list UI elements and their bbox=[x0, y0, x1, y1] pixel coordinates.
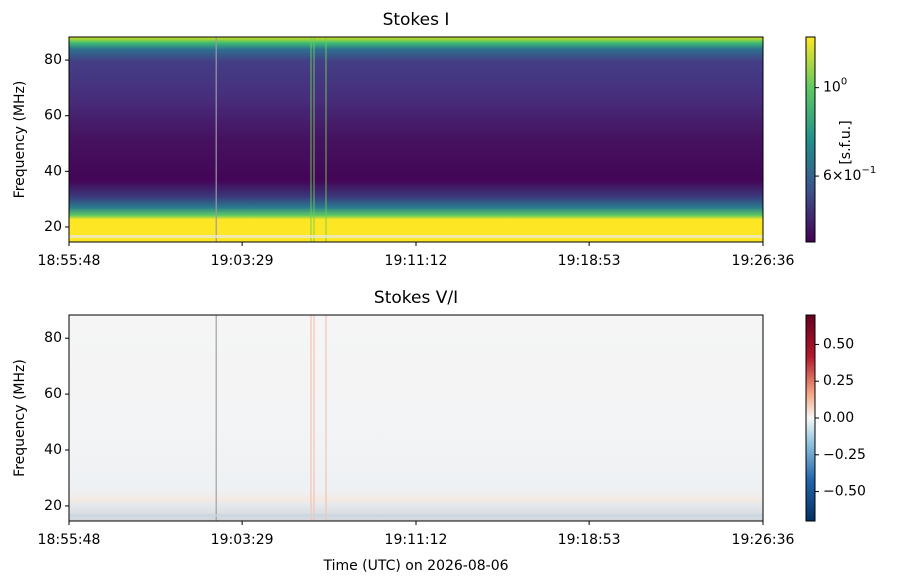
chart-title: Stokes I bbox=[383, 10, 450, 30]
y-axis-label: Frequency (MHz) bbox=[12, 81, 28, 199]
colorbar-tick-label: 0.00 bbox=[823, 410, 854, 426]
y-axis-label: Frequency (MHz) bbox=[12, 359, 28, 477]
y-tick-label: 80 bbox=[44, 52, 62, 68]
y-tick-label: 40 bbox=[44, 163, 62, 179]
x-tick-label: 19:18:53 bbox=[558, 532, 621, 548]
streak bbox=[215, 315, 217, 521]
x-tick-label: 18:55:48 bbox=[38, 532, 101, 548]
x-tick-label: 19:03:29 bbox=[211, 532, 274, 548]
colorbar bbox=[805, 36, 816, 243]
x-tick-label: 19:18:53 bbox=[558, 253, 621, 269]
streak bbox=[313, 315, 315, 521]
streak bbox=[69, 235, 763, 238]
spectrogram bbox=[69, 315, 763, 521]
streak bbox=[325, 315, 327, 521]
colorbar-tick-label: 0.50 bbox=[823, 336, 854, 352]
spectrogram bbox=[69, 37, 763, 242]
streak bbox=[215, 37, 217, 242]
chart-title: Stokes V/I bbox=[374, 288, 458, 308]
x-tick-label: 19:26:36 bbox=[732, 532, 795, 548]
y-tick-label: 60 bbox=[44, 386, 62, 402]
x-tick-label: 19:11:12 bbox=[385, 253, 448, 269]
colorbar-tick-label: −0.25 bbox=[823, 447, 866, 463]
y-tick-label: 20 bbox=[44, 498, 62, 514]
streak bbox=[310, 315, 312, 521]
streak bbox=[325, 37, 327, 242]
colorbar-tick-label: 6×10−1 bbox=[823, 165, 876, 184]
streak bbox=[310, 37, 312, 242]
x-tick-label: 18:55:48 bbox=[38, 253, 101, 269]
y-tick-label: 40 bbox=[44, 442, 62, 458]
colorbar-tick-label: −0.50 bbox=[823, 484, 866, 500]
x-tick-label: 19:03:29 bbox=[211, 253, 274, 269]
x-axis-label: Time (UTC) on 2026-08-06 bbox=[322, 558, 508, 574]
colorbar-tick-label: 0.25 bbox=[823, 373, 854, 389]
colorbar bbox=[805, 314, 816, 522]
colorbar-label: [s.f.u.] bbox=[838, 120, 854, 164]
x-tick-label: 19:11:12 bbox=[385, 532, 448, 548]
y-tick-label: 60 bbox=[44, 108, 62, 124]
y-tick-label: 80 bbox=[44, 330, 62, 346]
y-tick-label: 20 bbox=[44, 219, 62, 235]
colorbar-tick-label: 100 bbox=[823, 77, 847, 96]
streak bbox=[313, 37, 315, 242]
x-tick-label: 19:26:36 bbox=[732, 253, 795, 269]
streak bbox=[69, 514, 763, 517]
